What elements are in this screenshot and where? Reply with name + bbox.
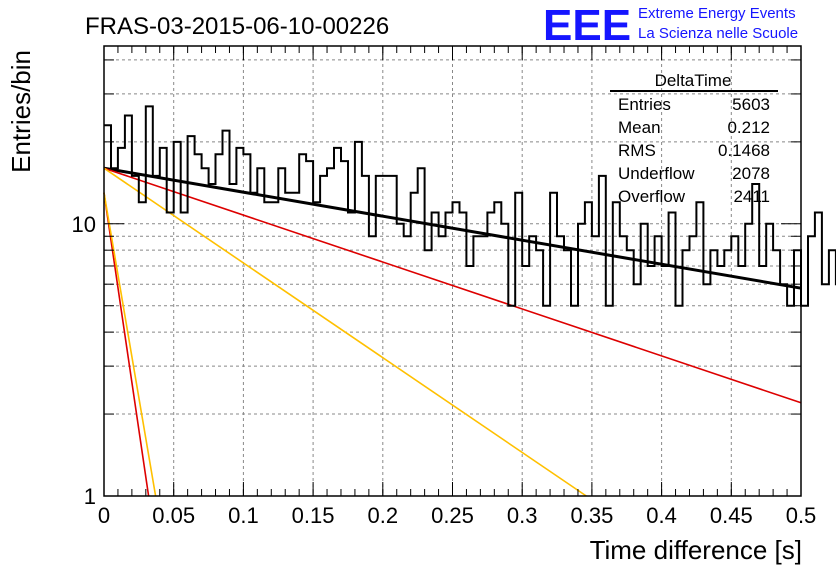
run-title: FRAS-03-2015-06-10-00226 [85, 13, 389, 40]
x-tick-label: 0.15 [292, 503, 335, 528]
fit-curve-0 [103, 166, 802, 290]
histogram-bars [104, 105, 836, 307]
stats-value-mean: 0.212 [727, 118, 770, 137]
y-tick-label: 1 [84, 484, 96, 509]
stats-label-underflow: Underflow [618, 164, 695, 183]
y-tick-label: 10 [72, 212, 96, 237]
logo-line2: La Scienza nelle Scuole [638, 25, 798, 42]
stats-box: DeltaTime Entries 5603 Mean 0.212 RMS 0.… [610, 71, 778, 206]
fit-curves [103, 166, 802, 497]
y-axis-title: Entries/bin [6, 50, 36, 173]
stats-label-rms: RMS [618, 141, 656, 160]
fit-curve-4 [103, 192, 157, 497]
stats-value-entries: 5603 [732, 95, 770, 114]
logo-mark: EEE [543, 1, 631, 50]
stats-title: DeltaTime [655, 71, 732, 90]
x-tick-label: 0.5 [786, 503, 817, 528]
stats-value-underflow: 2078 [732, 164, 770, 183]
logo-line1: Extreme Energy Events [638, 5, 796, 22]
stats-label-entries: Entries [618, 95, 671, 114]
fit-curve-3 [103, 192, 150, 497]
x-tick-label: 0 [98, 503, 110, 528]
stats-label-mean: Mean [618, 118, 661, 137]
fit-curve-2 [103, 167, 587, 497]
fit-curve-1 [103, 167, 802, 404]
x-tick-label: 0.45 [710, 503, 753, 528]
x-tick-label: 0.1 [228, 503, 259, 528]
stats-value-overflow: 2411 [733, 187, 770, 206]
axis-ticks: 0 0.05 0.1 0.15 0.2 0.25 0.3 0.35 0.4 0.45 0.5 1 10 [72, 46, 817, 528]
x-tick-label: 0.35 [570, 503, 613, 528]
grid [104, 46, 801, 496]
x-axis-title: Time difference [s] [590, 535, 802, 565]
x-tick-label: 0.05 [152, 503, 195, 528]
x-tick-label: 0.4 [646, 503, 677, 528]
stats-label-overflow: Overflow [618, 187, 686, 206]
eee-logo: EEE Extreme Energy Events La Scienza nel… [543, 1, 798, 50]
x-tick-label: 0.2 [368, 503, 399, 528]
stats-value-rms: 0.1468 [718, 141, 770, 160]
x-tick-label: 0.3 [507, 503, 538, 528]
x-tick-label: 0.25 [431, 503, 474, 528]
